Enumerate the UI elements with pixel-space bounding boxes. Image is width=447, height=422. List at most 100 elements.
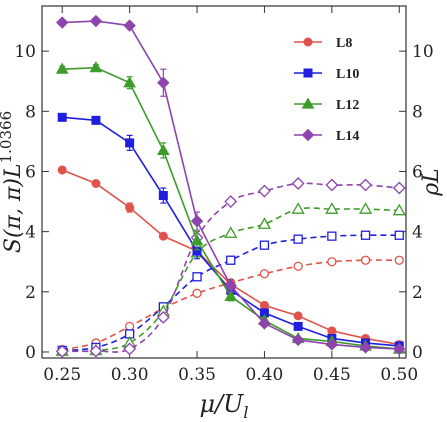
density-point-l14 xyxy=(123,342,137,356)
legend-marker-l12 xyxy=(301,97,315,109)
y-axis-left-title-sup: 1.0366 xyxy=(0,111,15,164)
density-point-l10 xyxy=(394,230,404,240)
legend: L8 L10 L12 L14 xyxy=(294,36,359,144)
structure-factor-point-l10 xyxy=(57,112,67,122)
structure-factor-point-l10 xyxy=(91,115,101,125)
y-tick-label-left: 2 xyxy=(25,283,36,303)
x-tick-label: 0.25 xyxy=(43,365,81,385)
structure-factor-series-l14 xyxy=(56,14,406,356)
legend-marker-l8 xyxy=(303,37,313,47)
x-tick-label: 0.30 xyxy=(111,365,149,385)
structure-factor-point-l14 xyxy=(258,317,271,330)
density-point-l10 xyxy=(259,240,270,250)
legend-item-l14: L14 xyxy=(294,128,359,144)
density-point-l14 xyxy=(55,344,69,358)
density-point-l12 xyxy=(224,226,238,238)
density-point-l14 xyxy=(89,344,103,358)
y-tick-label-left: 0 xyxy=(25,343,36,363)
y-tick-label-left: 10 xyxy=(14,42,36,62)
density-point-l8 xyxy=(327,257,337,267)
structure-factor-point-l8 xyxy=(158,231,168,241)
density-point-l14 xyxy=(392,181,406,195)
structure-factor-point-l14 xyxy=(359,341,372,354)
density-point-l10 xyxy=(192,272,202,282)
y-tick-label-left: 8 xyxy=(25,102,36,122)
structure-factor-point-l12 xyxy=(224,289,238,301)
structure-factor-point-l8 xyxy=(91,179,101,189)
structure-factor-point-l10 xyxy=(125,138,135,148)
legend-label-l14: L14 xyxy=(336,129,359,144)
density-point-l10 xyxy=(327,231,337,241)
series-layer xyxy=(55,14,406,358)
density-point-l10 xyxy=(360,230,371,240)
x-tick-label: 0.45 xyxy=(313,365,351,385)
structure-factor-point-l14 xyxy=(291,333,305,347)
structure-factor-point-l10 xyxy=(158,191,168,201)
density-point-l14 xyxy=(156,310,170,324)
density-point-l14 xyxy=(359,178,372,192)
structure-factor-point-l14 xyxy=(224,279,237,293)
x-axis-title-sub: l xyxy=(243,403,248,422)
density-point-l12 xyxy=(358,202,373,214)
y-tick-label-right: 0 xyxy=(412,343,423,363)
density-line-l8 xyxy=(62,259,400,351)
legend-item-l8: L8 xyxy=(294,36,352,51)
y-axis-right-title: ρL xyxy=(419,168,444,197)
structure-factor-point-l12 xyxy=(156,143,170,156)
density-point-l8 xyxy=(394,255,404,265)
density-point-l12 xyxy=(325,202,339,214)
y-tick-label-right: 4 xyxy=(412,223,423,243)
density-point-l12 xyxy=(392,203,406,216)
structure-factor-point-l12 xyxy=(190,234,204,246)
structure-factor-point-l8 xyxy=(125,203,135,213)
legend-marker-l14 xyxy=(301,128,315,142)
density-point-l14 xyxy=(258,184,271,198)
axis-ticks: 0.25 0.30 0.35 0.40 0.45 0.500 02 24 46 68 810 10 xyxy=(14,6,434,385)
density-point-l8 xyxy=(293,261,303,271)
legend-marker-l10 xyxy=(303,68,313,78)
structure-factor-point-l8 xyxy=(327,326,337,336)
structure-factor-point-l8 xyxy=(293,311,303,321)
structure-factor-point-l10 xyxy=(293,321,303,331)
plot-frame xyxy=(41,5,407,359)
x-tick-label: 0.40 xyxy=(246,365,284,385)
y-tick-label-left: 4 xyxy=(25,223,36,243)
density-point-l12 xyxy=(291,202,305,214)
x-tick-label: 0.50 xyxy=(380,365,418,385)
density-point-l10 xyxy=(226,255,236,265)
structure-factor-point-l14 xyxy=(157,76,170,89)
density-point-l12 xyxy=(257,217,272,229)
structure-factor-point-l12 xyxy=(55,62,69,74)
structure-factor-point-l14 xyxy=(190,214,204,228)
density-point-l14 xyxy=(291,177,305,190)
density-point-l8 xyxy=(124,321,135,332)
y-tick-label-right: 8 xyxy=(412,102,423,122)
structure-factor-point-l14 xyxy=(123,19,136,32)
legend-label-l10: L10 xyxy=(336,67,359,82)
legend-item-l10: L10 xyxy=(294,67,359,82)
density-series-l8 xyxy=(57,255,404,355)
density-point-l8 xyxy=(360,255,371,265)
density-series-l14 xyxy=(55,177,406,358)
structure-factor-point-l14 xyxy=(89,14,103,28)
y-tick-label-right: 2 xyxy=(412,283,423,303)
y-tick-label-left: 6 xyxy=(25,162,36,182)
y-tick-label-right: 10 xyxy=(412,42,434,62)
y-axis-left-title: S(π, π)L1.0366 xyxy=(0,111,26,253)
structure-factor-point-l12 xyxy=(123,76,136,88)
density-point-l8 xyxy=(259,269,270,279)
legend-label-l8: L8 xyxy=(336,36,352,51)
structure-factor-point-l14 xyxy=(56,16,69,29)
y-axis-left-title-main: S(π, π)L xyxy=(1,163,26,253)
density-point-l8 xyxy=(192,288,202,298)
density-point-l14 xyxy=(224,195,238,208)
structure-factor-point-l12 xyxy=(89,61,103,73)
density-point-l10 xyxy=(293,234,303,244)
structure-factor-point-l8 xyxy=(57,165,67,175)
density-line-l10 xyxy=(62,234,400,352)
structure-factor-point-l14 xyxy=(325,338,339,351)
structure-factor-point-l8 xyxy=(259,300,269,310)
density-point-l14 xyxy=(325,178,339,192)
x-axis-title: μ/Ul xyxy=(199,390,248,422)
